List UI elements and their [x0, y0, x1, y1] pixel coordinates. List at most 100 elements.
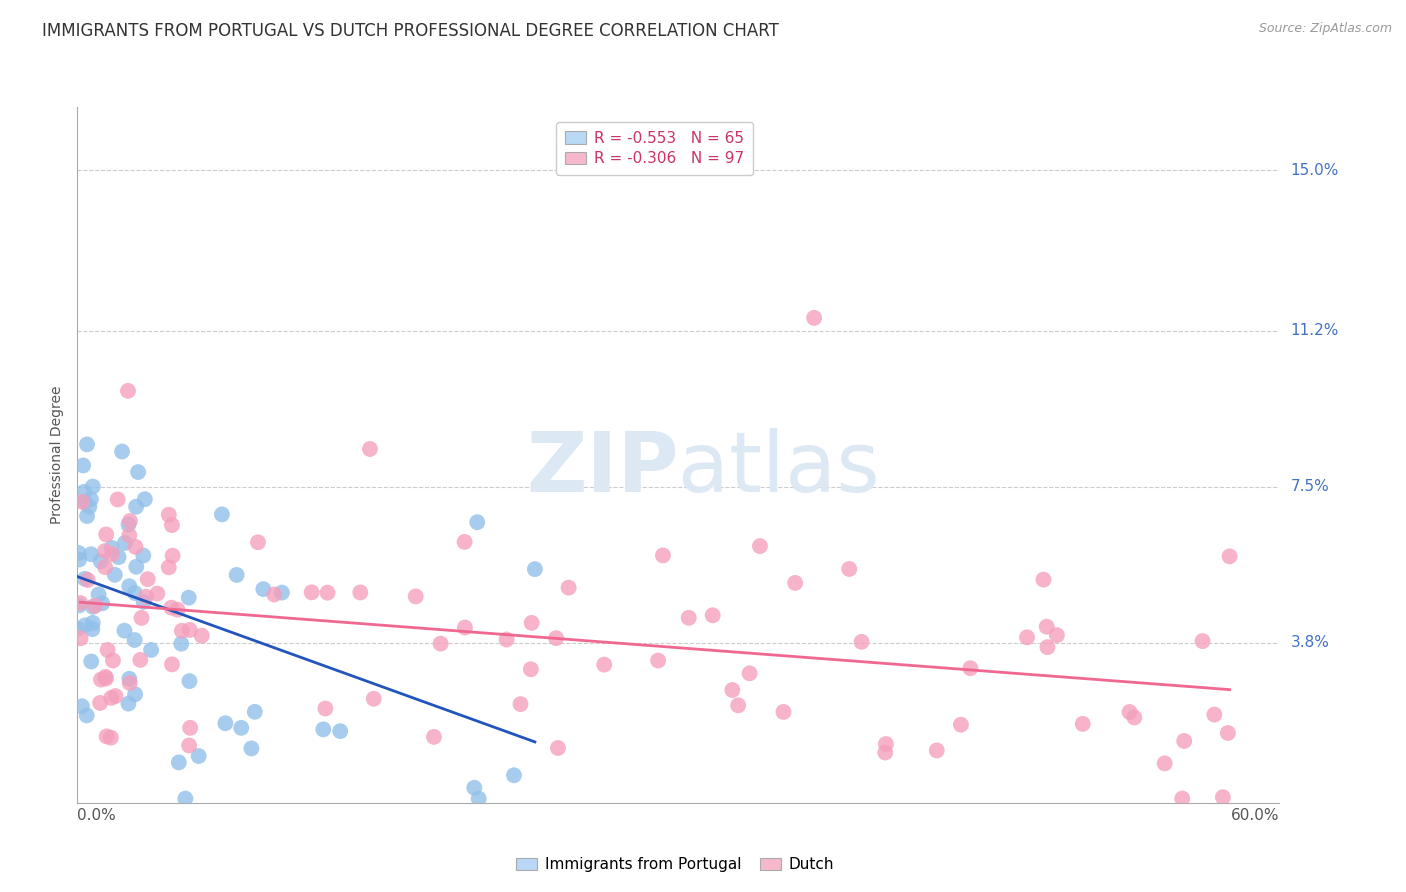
Point [96, 730, 118, 744]
Point [94, 560, 117, 574]
Point [118, 528, 141, 542]
Point [80, 492, 103, 507]
Point [70, 699, 93, 714]
Point [96, 527, 118, 541]
Text: 3.8%: 3.8% [1291, 635, 1330, 650]
Point [174, 791, 197, 805]
Text: 7.5%: 7.5% [1291, 479, 1329, 494]
Point [738, 666, 761, 681]
Point [214, 716, 236, 731]
Point [520, 615, 543, 630]
Point [73, 572, 96, 586]
Point [84, 599, 107, 613]
Point [94, 670, 117, 684]
Text: IMMIGRANTS FROM PORTUGAL VS DUTCH PROFESSIONAL DEGREE CORRELATION CHART: IMMIGRANTS FROM PORTUGAL VS DUTCH PROFES… [42, 22, 779, 40]
Point [127, 465, 149, 479]
Point [73, 484, 96, 499]
Point [76, 509, 98, 524]
Text: Source: ZipAtlas.com: Source: ZipAtlas.com [1258, 22, 1392, 36]
Point [118, 676, 141, 690]
Point [1219, 549, 1241, 564]
Point [132, 595, 155, 609]
Point [160, 518, 183, 533]
Point [316, 585, 339, 599]
Point [90, 673, 112, 687]
Point [467, 791, 489, 805]
Point [772, 705, 794, 719]
Point [240, 741, 263, 756]
Point [146, 586, 169, 600]
Point [179, 674, 201, 689]
Point [301, 585, 323, 599]
Point [104, 689, 127, 703]
Point [66, 622, 89, 636]
Point [73, 494, 96, 508]
Point [875, 737, 897, 751]
Point [91, 596, 114, 610]
Point [1171, 791, 1194, 805]
Text: 11.2%: 11.2% [1291, 323, 1339, 338]
Point [89, 696, 111, 710]
Point [177, 591, 200, 605]
Point [702, 608, 724, 623]
Point [546, 631, 568, 645]
Point [211, 508, 233, 522]
Point [94, 672, 117, 686]
Point [959, 661, 981, 675]
Point [520, 662, 543, 676]
Point [1032, 573, 1054, 587]
Point [104, 567, 127, 582]
Point [678, 611, 700, 625]
Point [405, 590, 427, 604]
Point [111, 444, 134, 458]
Point [652, 549, 675, 563]
Point [97, 643, 120, 657]
Point [76, 573, 98, 587]
Point [314, 701, 336, 715]
Point [170, 637, 193, 651]
Point [1204, 707, 1226, 722]
Point [557, 581, 579, 595]
Point [252, 582, 274, 596]
Point [463, 780, 485, 795]
Point [1035, 620, 1057, 634]
Point [80, 655, 103, 669]
Point [453, 534, 475, 549]
Point [100, 690, 122, 705]
Text: ZIP: ZIP [526, 428, 679, 509]
Point [118, 672, 141, 686]
Point [72, 458, 94, 473]
Point [179, 721, 201, 735]
Point [1118, 705, 1140, 719]
Point [803, 310, 825, 325]
Point [949, 717, 972, 731]
Point [82, 599, 104, 614]
Point [125, 500, 148, 514]
Point [647, 653, 669, 667]
Point [851, 635, 873, 649]
Point [162, 549, 184, 563]
Point [225, 568, 247, 582]
Point [112, 624, 135, 638]
Point [82, 479, 104, 493]
Point [429, 637, 451, 651]
Point [107, 492, 129, 507]
Point [349, 585, 371, 599]
Point [329, 724, 352, 739]
Point [76, 708, 98, 723]
Point [179, 623, 201, 637]
Point [129, 653, 152, 667]
Point [125, 559, 148, 574]
Point [509, 697, 531, 711]
Point [187, 749, 209, 764]
Point [139, 643, 162, 657]
Point [454, 620, 477, 634]
Point [118, 579, 141, 593]
Point [1036, 640, 1059, 655]
Point [114, 536, 136, 550]
Point [118, 514, 141, 528]
Point [90, 554, 112, 568]
Point [117, 384, 139, 398]
Point [270, 585, 292, 599]
Point [75, 618, 97, 632]
